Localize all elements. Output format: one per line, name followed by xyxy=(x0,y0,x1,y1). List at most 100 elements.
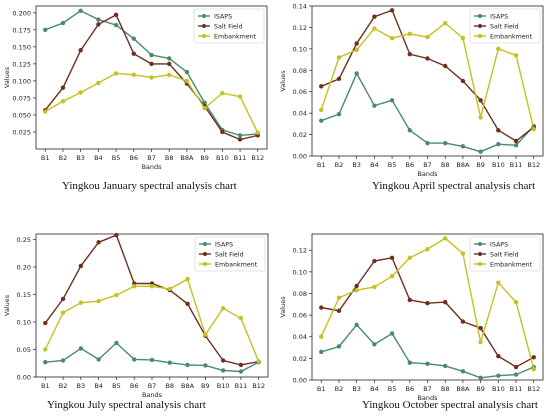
data-point xyxy=(336,76,342,82)
data-point xyxy=(336,112,342,117)
legend-label: Embankment xyxy=(214,33,257,40)
y-tick-label: 0.100 xyxy=(12,77,31,85)
data-point xyxy=(389,331,395,336)
x-tick-label: B9 xyxy=(476,161,485,169)
data-point xyxy=(425,301,430,306)
data-point xyxy=(407,31,412,37)
legend-swatch-marker xyxy=(478,252,482,256)
data-point xyxy=(513,138,519,144)
data-point xyxy=(220,358,226,363)
y-tick-label: 0.04 xyxy=(293,333,307,341)
y-tick-label: 0.06 xyxy=(293,88,307,96)
x-tick-label: B1 xyxy=(41,154,50,162)
x-tick-label: B12 xyxy=(527,161,540,169)
y-tick-label: 0.00 xyxy=(293,153,307,161)
x-tick-label: B4 xyxy=(94,382,103,390)
x-tick-label: B2 xyxy=(335,161,344,169)
data-point xyxy=(43,109,48,114)
data-point xyxy=(131,72,136,77)
y-tick-label: 0.05 xyxy=(17,346,31,354)
legend-label: Salt Field xyxy=(215,251,244,258)
data-point xyxy=(407,255,412,260)
data-point xyxy=(255,130,260,135)
x-tick-label: B5 xyxy=(388,161,397,169)
data-point xyxy=(460,78,466,84)
data-point xyxy=(443,236,448,241)
series-line xyxy=(320,71,535,153)
x-tick-label: B7 xyxy=(423,385,432,393)
chart-plot: 0.00 0.02 0.04 0.06 0.08 0.10 0.12 B1 B2 B3 B4 B5 B6… xyxy=(279,233,544,402)
legend-box xyxy=(469,8,541,44)
data-point xyxy=(238,369,244,374)
data-point xyxy=(460,251,466,256)
legend-label: ISAPS xyxy=(490,13,508,20)
x-tick-label: B10 xyxy=(492,161,505,169)
x-tick-label: B4 xyxy=(94,154,103,162)
data-point xyxy=(319,107,324,113)
data-point xyxy=(443,363,448,369)
x-tick-label: B7 xyxy=(148,382,157,390)
data-point xyxy=(336,344,342,349)
data-point xyxy=(336,55,342,60)
data-point xyxy=(149,75,154,80)
data-point xyxy=(60,85,66,90)
x-tick-label: B2 xyxy=(59,382,68,390)
data-point xyxy=(336,295,342,301)
y-tick-label: 0.20 xyxy=(17,264,31,272)
data-point xyxy=(354,47,359,53)
y-tick-label: 0.10 xyxy=(17,319,31,327)
data-point xyxy=(496,280,501,285)
x-tick-label: B5 xyxy=(112,382,121,390)
data-point xyxy=(78,300,84,305)
data-point xyxy=(496,46,501,52)
data-point xyxy=(513,372,519,377)
x-tick-label: B9 xyxy=(200,154,209,162)
x-tick-label: B6 xyxy=(405,161,414,169)
data-point xyxy=(407,128,412,133)
x-axis-label: Bands xyxy=(417,170,438,178)
data-point xyxy=(114,292,119,298)
data-point xyxy=(460,144,466,149)
y-tick-label: 0.075 xyxy=(12,94,31,102)
data-point xyxy=(513,53,519,58)
data-point xyxy=(203,332,208,337)
data-point xyxy=(407,297,412,303)
y-tick-label: 0.125 xyxy=(12,60,31,68)
data-point xyxy=(478,325,483,331)
data-point xyxy=(78,346,84,351)
data-point xyxy=(238,315,244,321)
x-tick-label: B9 xyxy=(476,385,485,393)
legend-swatch-marker xyxy=(202,24,206,28)
data-point xyxy=(336,308,342,313)
data-point xyxy=(425,361,430,366)
data-point xyxy=(132,284,137,289)
x-tick-label: B7 xyxy=(423,161,432,169)
data-point xyxy=(60,296,66,302)
data-point xyxy=(220,129,225,135)
y-tick-label: 0.175 xyxy=(12,26,31,34)
data-point xyxy=(460,319,466,324)
data-point xyxy=(60,310,66,315)
data-point xyxy=(319,305,324,310)
data-point xyxy=(96,17,101,22)
data-point xyxy=(220,90,225,96)
x-tick-label: B2 xyxy=(59,154,68,162)
x-tick-label: B11 xyxy=(235,382,248,390)
x-tick-label: B4 xyxy=(370,161,379,169)
data-point xyxy=(496,142,501,147)
data-point xyxy=(78,8,83,13)
chart-july: 0.00 0.05 0.10 0.15 0.20 0.25 B1 B2 B3 B4 B5 B6 B7 B8… xyxy=(0,224,275,417)
chart-caption: Yingkou January spectral analysis chart xyxy=(62,180,237,192)
data-point xyxy=(78,263,84,269)
x-tick-label: B4 xyxy=(370,385,379,393)
data-point xyxy=(389,35,395,41)
data-point xyxy=(389,98,395,103)
x-tick-label: B5 xyxy=(112,154,121,162)
data-point xyxy=(238,362,244,368)
legend-swatch-marker xyxy=(202,14,206,18)
x-tick-label: B8 xyxy=(165,154,174,162)
data-point xyxy=(372,258,377,264)
data-point xyxy=(319,118,324,123)
data-point xyxy=(354,283,359,289)
x-tick-label: B8A xyxy=(456,161,470,169)
